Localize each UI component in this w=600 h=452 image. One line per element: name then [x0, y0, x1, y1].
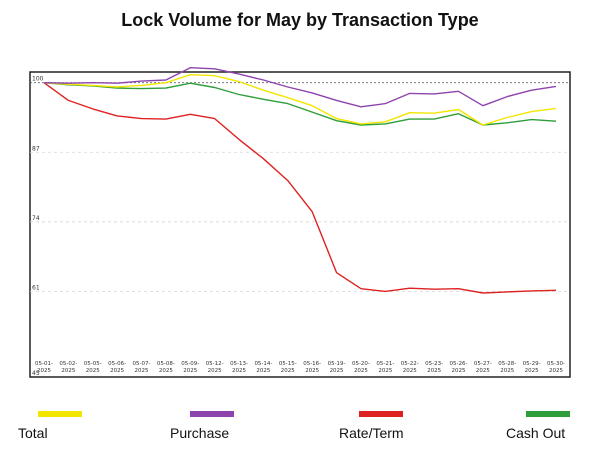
- chart-plot: 45 61 74 87 100 05-01-2025 05-02-2025 05-05-202…: [29, 66, 571, 378]
- x-tick-label: 05-14-2025: [254, 361, 272, 374]
- chart-title: Lock Volume for May by Transaction Type: [121, 10, 479, 30]
- series-line-purchase: [43, 66, 557, 108]
- series-line-rate-term: [43, 82, 557, 294]
- x-tick-label: 05-12-2025: [206, 361, 224, 374]
- legend-item-rate-term: Rate/Term: [339, 411, 449, 441]
- x-tick-label: 05-02-2025: [59, 361, 77, 374]
- x-tick-label: 05-07-2025: [133, 361, 151, 374]
- x-tick-label: 05-23-2025: [425, 361, 443, 374]
- x-tick-label: 05-08-2025: [157, 361, 175, 374]
- y-tick-label: 45: [32, 370, 40, 377]
- x-tick-label: 05-01-2025: [35, 361, 53, 374]
- series-line-total: [43, 73, 557, 126]
- x-tick-label: 05-26-2025: [449, 361, 467, 374]
- x-tick-label: 05-13-2025: [230, 361, 248, 374]
- x-tick-label: 05-09-2025: [181, 361, 199, 374]
- legend-label-rate-term: Rate/Term: [339, 425, 404, 441]
- x-tick-label: 05-30-2025: [547, 361, 565, 374]
- x-tick-label: 05-28-2025: [498, 361, 516, 374]
- x-tick-label: 05-05-2025: [84, 361, 102, 374]
- plot-frame: [29, 71, 571, 378]
- legend-swatch-purchase: [190, 411, 234, 417]
- x-tick-label: 05-20-2025: [352, 361, 370, 374]
- legend-swatch-rate-term: [359, 411, 403, 417]
- legend-item-total: Total: [18, 411, 128, 441]
- x-tick-label: 05-21-2025: [376, 361, 394, 374]
- legend-item-purchase: Purchase: [170, 411, 280, 441]
- y-tick-label: 100: [32, 76, 44, 83]
- x-tick-label: 05-16-2025: [303, 361, 321, 374]
- legend-item-cash-out: Cash Out: [506, 411, 600, 441]
- y-tick-label: 87: [32, 145, 40, 152]
- x-tick-label: 05-27-2025: [474, 361, 492, 374]
- legend-label-purchase: Purchase: [170, 425, 230, 441]
- x-tick-label: 05-06-2025: [108, 361, 126, 374]
- series-line-cash-out: [43, 82, 557, 126]
- x-tick-label: 05-15-2025: [279, 361, 297, 374]
- y-tick-label: 74: [32, 215, 40, 222]
- x-tick-label: 05-19-2025: [328, 361, 346, 374]
- legend-label-total: Total: [18, 425, 48, 441]
- legend-swatch-total: [38, 411, 82, 417]
- x-tick-label: 05-29-2025: [523, 361, 541, 374]
- legend-label-cash-out: Cash Out: [506, 425, 566, 441]
- y-tick-label: 61: [32, 284, 40, 291]
- legend-swatch-cash-out: [526, 411, 570, 417]
- x-tick-label: 05-22-2025: [401, 361, 419, 374]
